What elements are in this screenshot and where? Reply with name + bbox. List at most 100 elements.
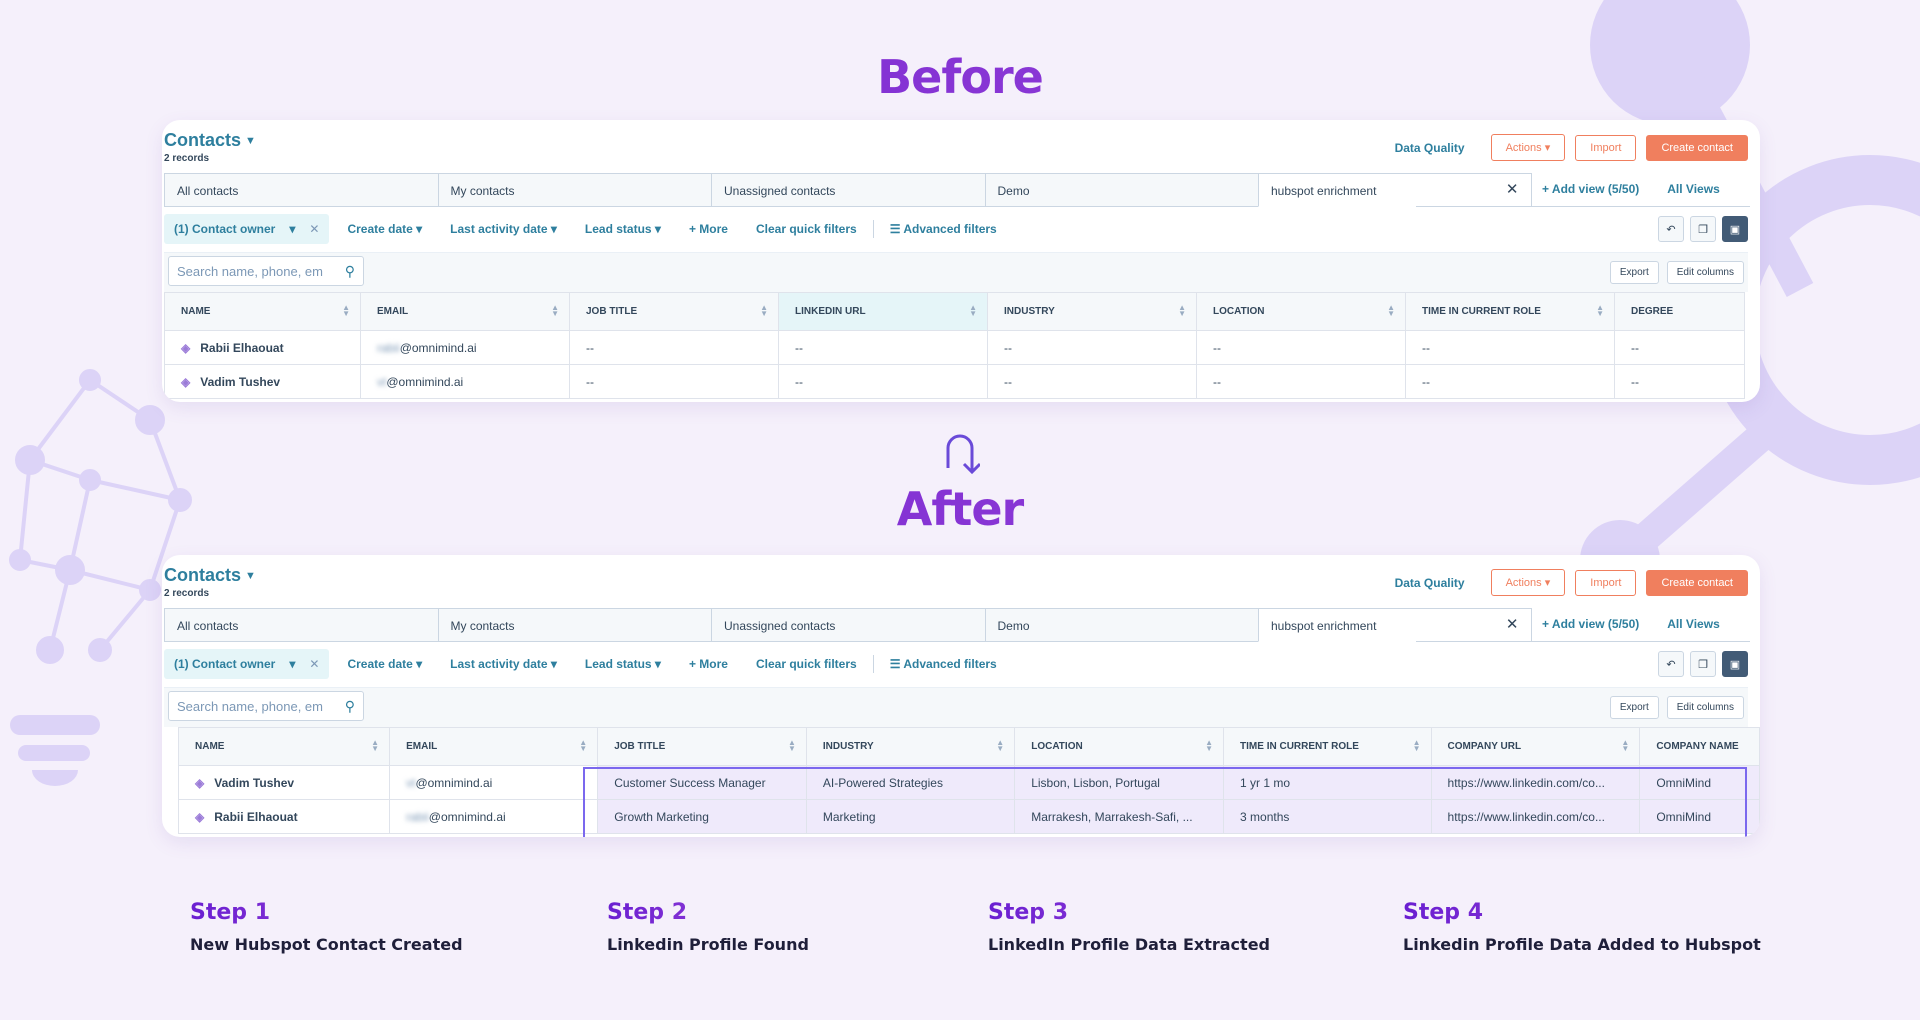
lead-status-filter[interactable]: Lead status ▾ <box>584 222 661 236</box>
export-button[interactable]: Export <box>1609 261 1659 284</box>
tab-my-contacts[interactable]: My contacts <box>437 608 711 642</box>
table-cell: -- <box>1405 330 1615 365</box>
table-cell: Marrakesh, Marrakesh-Safi, ... <box>1014 799 1225 834</box>
contact-name[interactable]: ◈ Rabii Elhaouat <box>177 799 391 834</box>
col-job-title[interactable]: JOB TITLE ▲ ▼ <box>597 727 807 766</box>
col-time-in-role[interactable]: TIME IN CURRENT ROLE ▲ ▼ <box>1405 292 1615 331</box>
copy-icon[interactable]: ❐ <box>1690 651 1716 677</box>
all-views-link[interactable]: All Views <box>1667 617 1720 631</box>
tab-hubspot-enrichment[interactable]: hubspot enrichment ✕ <box>1258 173 1532 207</box>
actions-button[interactable]: Actions ▾ <box>1490 134 1566 161</box>
close-icon[interactable]: ✕ <box>309 222 320 236</box>
search-field[interactable]: ⚲ <box>168 691 364 721</box>
data-quality-link[interactable]: Data Quality <box>1394 140 1465 155</box>
create-contact-button[interactable]: Create contact <box>1646 569 1748 596</box>
contact-email[interactable]: rabii@omnimind.ai <box>360 330 570 365</box>
col-location[interactable]: LOCATION ▲ ▼ <box>1196 292 1406 331</box>
table-cell: -- <box>1405 364 1615 399</box>
more-filters[interactable]: + More <box>688 222 728 236</box>
close-icon[interactable]: ✕ <box>1505 616 1519 633</box>
last-activity-filter[interactable]: Last activity date ▾ <box>450 657 557 671</box>
close-icon[interactable]: ✕ <box>1505 181 1519 198</box>
advanced-filters-link[interactable]: ☰ Advanced filters <box>889 222 997 236</box>
sliders-icon: ☰ <box>889 222 901 236</box>
tab-unassigned-contacts[interactable]: Unassigned contacts <box>711 173 985 207</box>
quick-filters: (1) Contact owner ▾ ✕ Create date ▾ Last a… <box>164 214 1748 244</box>
contact-name[interactable]: ◈ Vadim Tushev <box>164 364 361 399</box>
import-button[interactable]: Import <box>1575 134 1637 161</box>
table-cell: https://www.linkedin.com/co... <box>1430 765 1641 800</box>
col-location[interactable]: LOCATION ▲ ▼ <box>1014 727 1225 766</box>
clear-filters-link[interactable]: Clear quick filters <box>755 222 857 236</box>
search-input[interactable] <box>177 263 327 279</box>
col-email[interactable]: EMAIL ▲ ▼ <box>360 292 570 331</box>
caret-down-icon: ▼ <box>245 570 256 583</box>
step-3: Step 3 LinkedIn Profile Data Extracted <box>988 900 1270 954</box>
tab-demo[interactable]: Demo <box>984 608 1258 642</box>
col-company-url[interactable]: COMPANY URL ▲ ▼ <box>1430 727 1641 766</box>
contact-owner-filter[interactable]: (1) Contact owner ▾ ✕ <box>164 649 330 679</box>
search-input[interactable] <box>177 698 327 714</box>
col-name[interactable]: NAME ▲ ▼ <box>177 727 391 766</box>
contact-owner-filter[interactable]: (1) Contact owner ▾ ✕ <box>164 214 330 244</box>
caret-down-icon: ▼ <box>245 135 256 148</box>
add-view-link[interactable]: + Add view (5/50) <box>1542 182 1640 196</box>
col-company-name[interactable]: COMPANY NAME <box>1639 727 1760 766</box>
tab-demo[interactable]: Demo <box>984 173 1258 207</box>
actions-button[interactable]: Actions ▾ <box>1490 569 1566 596</box>
search-field[interactable]: ⚲ <box>168 256 364 286</box>
tab-all-contacts[interactable]: All contacts <box>164 608 438 642</box>
advanced-filters-link[interactable]: ☰ Advanced filters <box>889 657 997 671</box>
caret-down-icon: ▾ <box>289 222 296 236</box>
more-filters[interactable]: + More <box>688 657 728 671</box>
contacts-table-before: NAME ▲ ▼ EMAIL ▲ ▼ JOB TITLE ▲ ▼ LINKEDIN URL ▲… <box>164 292 1745 399</box>
col-industry[interactable]: INDUSTRY ▲ ▼ <box>805 727 1016 766</box>
last-activity-filter[interactable]: Last activity date ▾ <box>450 222 557 236</box>
table-cell: -- <box>987 364 1197 399</box>
all-views-link[interactable]: All Views <box>1667 182 1720 196</box>
table-cell: AI-Powered Strategies <box>805 765 1016 800</box>
tab-all-contacts[interactable]: All contacts <box>164 173 438 207</box>
create-date-filter[interactable]: Create date ▾ <box>347 222 423 236</box>
col-email[interactable]: EMAIL ▲ ▼ <box>389 727 599 766</box>
save-icon[interactable]: ▣ <box>1722 216 1748 242</box>
col-industry[interactable]: INDUSTRY ▲ ▼ <box>987 292 1197 331</box>
col-job-title[interactable]: JOB TITLE ▲ ▼ <box>569 292 779 331</box>
import-button[interactable]: Import <box>1575 569 1637 596</box>
col-degree[interactable]: DEGREE <box>1614 292 1745 331</box>
clear-filters-link[interactable]: Clear quick filters <box>755 657 857 671</box>
edit-columns-button[interactable]: Edit columns <box>1666 696 1744 719</box>
col-time-in-role[interactable]: TIME IN CURRENT ROLE ▲ ▼ <box>1223 727 1432 766</box>
contact-name[interactable]: ◈ Vadim Tushev <box>177 765 391 800</box>
avatar-icon: ◈ <box>181 340 191 355</box>
undo-icon[interactable]: ↶ <box>1658 651 1684 677</box>
table-cell: -- <box>778 364 988 399</box>
col-name[interactable]: NAME ▲ ▼ <box>164 292 361 331</box>
contacts-title[interactable]: Contacts ▼ <box>164 130 256 150</box>
data-quality-link[interactable]: Data Quality <box>1394 575 1465 590</box>
table-cell: Lisbon, Lisbon, Portugal <box>1014 765 1225 800</box>
copy-icon[interactable]: ❐ <box>1690 216 1716 242</box>
contact-email[interactable]: vt@omnimind.ai <box>389 765 599 800</box>
add-view-link[interactable]: + Add view (5/50) <box>1542 617 1640 631</box>
edit-columns-button[interactable]: Edit columns <box>1666 261 1744 284</box>
contacts-title[interactable]: Contacts ▼ <box>164 565 256 585</box>
save-icon[interactable]: ▣ <box>1722 651 1748 677</box>
contact-email[interactable]: rabii@omnimind.ai <box>389 799 599 834</box>
create-date-filter[interactable]: Create date ▾ <box>347 657 423 671</box>
tab-unassigned-contacts[interactable]: Unassigned contacts <box>711 608 985 642</box>
tab-my-contacts[interactable]: My contacts <box>437 173 711 207</box>
contact-name[interactable]: ◈ Rabii Elhaouat <box>164 330 361 365</box>
create-contact-button[interactable]: Create contact <box>1646 134 1748 161</box>
export-button[interactable]: Export <box>1609 696 1659 719</box>
u-turn-arrow-icon <box>946 434 980 475</box>
undo-icon[interactable]: ↶ <box>1658 216 1684 242</box>
col-linkedin-url[interactable]: LINKEDIN URL ▲ ▼ <box>778 292 988 331</box>
quick-filters: (1) Contact owner ▾ ✕ Create date ▾ Last a… <box>164 649 1748 679</box>
table-row: ◈ Rabii Elhaouat rabii@omnimind.ai -- -- … <box>164 330 1745 365</box>
tab-hubspot-enrichment[interactable]: hubspot enrichment ✕ <box>1258 608 1532 642</box>
contact-email[interactable]: vt@omnimind.ai <box>360 364 570 399</box>
table-row: ◈ Rabii Elhaouat rabii@omnimind.ai Growth… <box>177 799 1760 834</box>
lead-status-filter[interactable]: Lead status ▾ <box>584 657 661 671</box>
close-icon[interactable]: ✕ <box>309 657 320 671</box>
